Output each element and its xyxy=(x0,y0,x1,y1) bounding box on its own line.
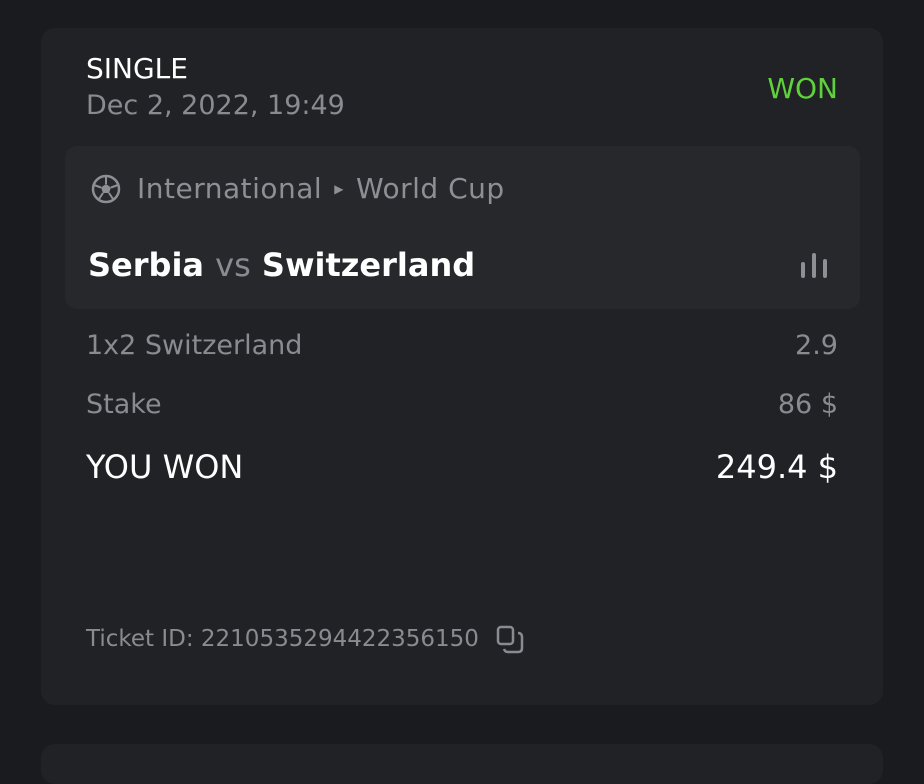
ticket-id-text: Ticket ID: 2210535294422356150 xyxy=(86,626,479,652)
bet-card: SINGLE Dec 2, 2022, 19:49 WON Internatio… xyxy=(41,28,883,705)
match-title: Serbia vs Switzerland xyxy=(88,246,475,284)
odds-value: 2.9 xyxy=(795,330,838,361)
payout-label: YOU WON xyxy=(86,448,244,486)
status-badge: WON xyxy=(767,72,838,105)
bet-type: SINGLE xyxy=(86,52,188,85)
copy-icon[interactable] xyxy=(495,624,525,654)
payout-row: YOU WON 249.4 $ xyxy=(86,448,838,486)
payout-value: 249.4 $ xyxy=(715,448,838,486)
away-team: Switzerland xyxy=(261,246,476,284)
breadcrumb-tournament[interactable]: World Cup xyxy=(355,172,505,205)
home-team: Serbia xyxy=(88,246,204,284)
bet-date: Dec 2, 2022, 19:49 xyxy=(86,90,345,121)
selection-row: 1x2 Switzerland 2.9 xyxy=(86,330,838,361)
next-bet-card xyxy=(41,744,883,784)
stake-row: Stake 86 $ xyxy=(86,389,838,420)
vs-label: vs xyxy=(215,246,251,284)
breadcrumb: International ▶ World Cup xyxy=(91,172,505,205)
breadcrumb-category[interactable]: International xyxy=(137,172,323,205)
breadcrumb-separator-icon: ▶ xyxy=(334,181,344,196)
stake-label: Stake xyxy=(86,389,162,420)
selection-label: 1x2 Switzerland xyxy=(86,330,303,361)
bar-chart-icon[interactable] xyxy=(798,250,830,280)
ticket-id: Ticket ID: 2210535294422356150 xyxy=(86,624,525,654)
stake-value: 86 $ xyxy=(777,389,838,420)
event-panel[interactable]: International ▶ World Cup Serbia vs Swit… xyxy=(65,146,860,309)
soccer-ball-icon xyxy=(91,174,121,203)
